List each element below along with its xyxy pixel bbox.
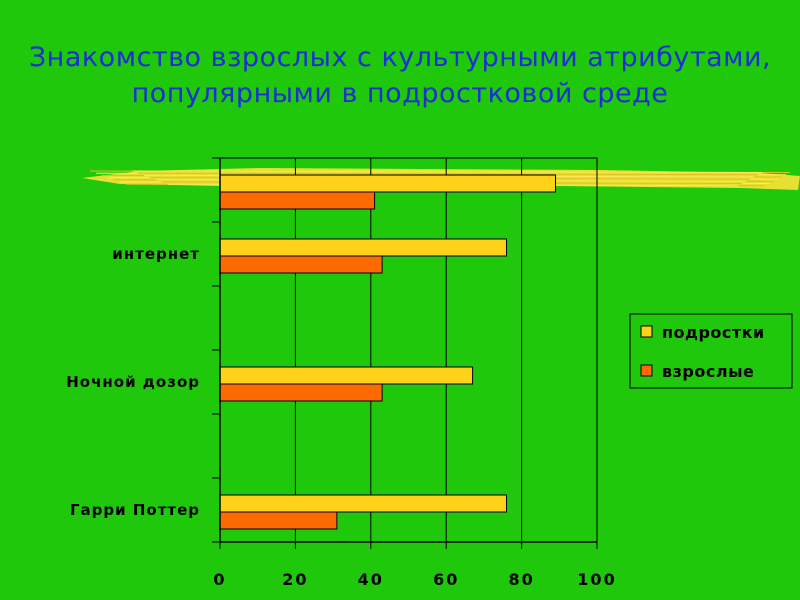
slide-title: Знакомство взрослых с культурными атрибу…: [0, 40, 800, 112]
axes: [212, 157, 598, 549]
plot-border: [219, 157, 598, 543]
x-tick-labels: 0 20 40 60 80 100: [213, 570, 616, 589]
legend-label-adults: взрослые: [662, 362, 754, 381]
x-tick-label: 0: [213, 570, 226, 589]
legend: подростки взрослые: [629, 313, 793, 389]
category-label: Гарри Поттер: [70, 501, 200, 519]
bar-adults: [219, 383, 383, 402]
category-labels: интернет Ночной дозор Гарри Поттер: [66, 245, 200, 519]
bar-teens: [219, 366, 474, 385]
bars: [219, 174, 557, 530]
legend-swatch-teens: [640, 325, 653, 338]
bar-adults: [219, 191, 376, 210]
bar-teens: [219, 174, 557, 193]
slide-title-line-2: популярными в подростковой среде: [131, 78, 669, 109]
gridlines: [294, 158, 523, 542]
legend-swatch-adults: [640, 364, 653, 377]
brush-streak: [131, 170, 763, 173]
x-tick-label: 60: [433, 570, 459, 589]
x-tick-label: 80: [508, 570, 534, 589]
plot-area: [219, 157, 598, 543]
bar-teens: [219, 238, 508, 257]
bar-teens: [219, 494, 508, 513]
bar-adults: [219, 511, 338, 530]
legend-label-teens: подростки: [662, 323, 765, 342]
legend-box: [629, 313, 793, 389]
x-tick-label: 100: [577, 570, 616, 589]
slide-title-line-1: Знакомство взрослых с культурными атрибу…: [28, 42, 772, 73]
category-label: Ночной дозор: [66, 373, 200, 391]
category-label: интернет: [112, 245, 200, 263]
brush-streak: [137, 172, 759, 176]
bar-adults: [219, 255, 383, 274]
x-tick-label: 20: [282, 570, 308, 589]
x-tick-label: 40: [358, 570, 384, 589]
